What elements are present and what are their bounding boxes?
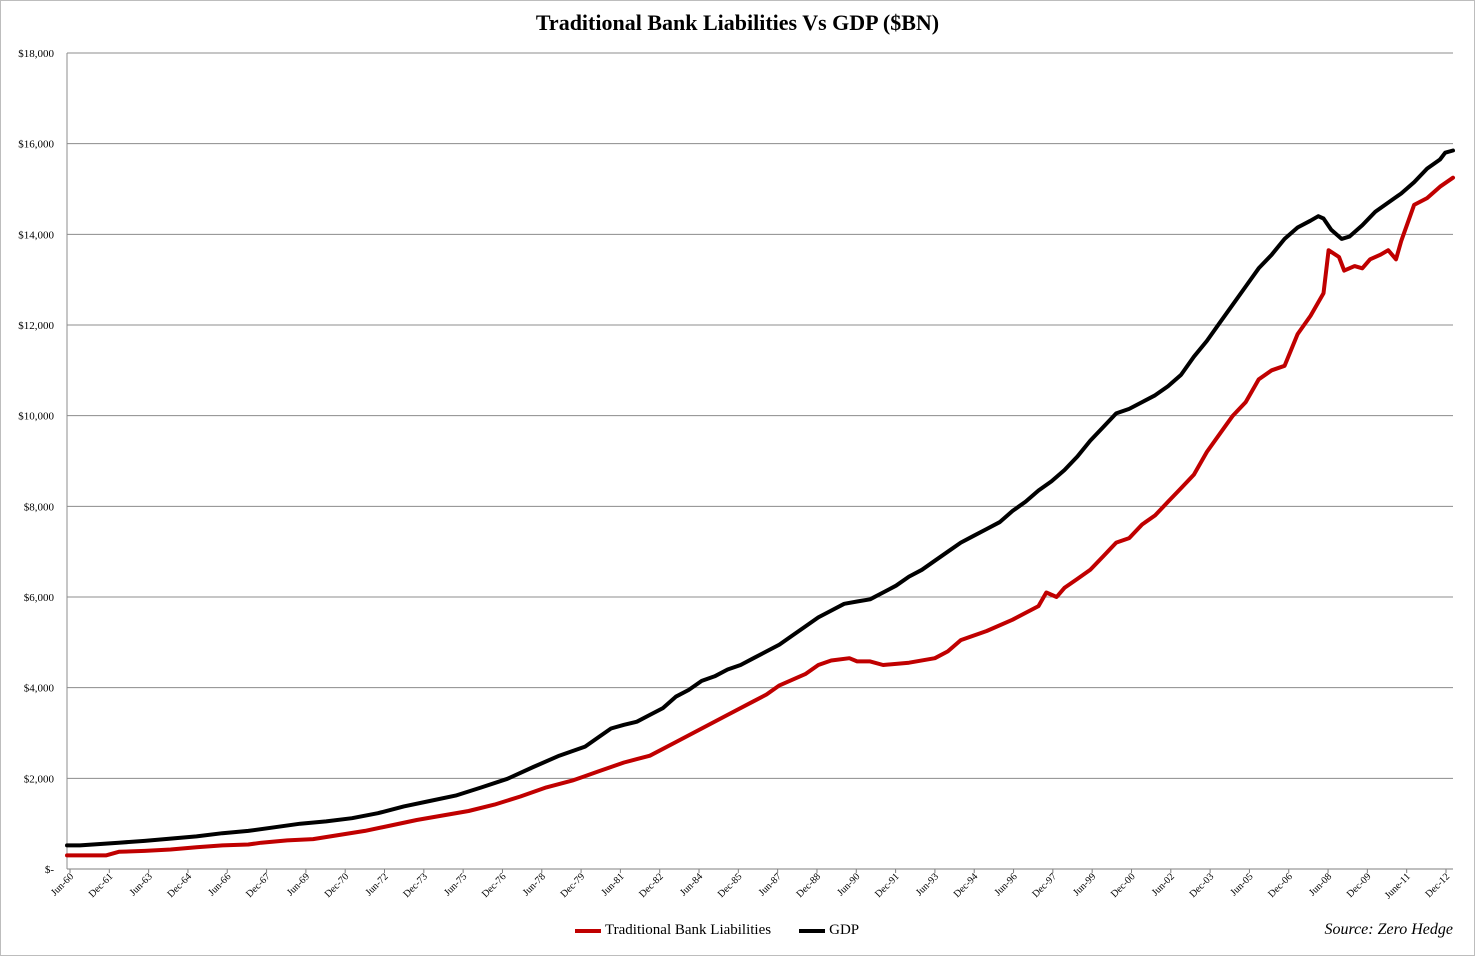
y-tick-label: $16,000 xyxy=(18,139,54,151)
x-tick-label: Jun-93 xyxy=(914,871,941,898)
legend-label-bank-liabilities: Traditional Bank Liabilities xyxy=(605,922,772,938)
x-tick-label: Jun-90 xyxy=(835,871,862,898)
x-tick-label: Jun-84 xyxy=(678,871,705,898)
y-tick-label: $4,000 xyxy=(24,683,55,695)
x-tick-label: Dec-88 xyxy=(794,871,823,900)
y-tick-label: $2,000 xyxy=(24,773,55,785)
y-tick-label: $14,000 xyxy=(18,229,54,241)
series-line-bank-liabilities xyxy=(65,175,1455,858)
x-tick-label: Dec-06 xyxy=(1266,871,1295,900)
x-tick-label: Jun-75 xyxy=(442,871,469,898)
x-tick-label: Dec-61 xyxy=(87,871,116,900)
x-tick-label: Dec-00 xyxy=(1109,871,1138,900)
x-tick-label: June-11 xyxy=(1383,871,1413,901)
x-tick-label: Dec-97 xyxy=(1030,871,1059,900)
chart-title: Traditional Bank Liabilities Vs GDP ($BN… xyxy=(535,10,940,35)
x-tick-label: Dec-94 xyxy=(952,871,981,900)
x-tick-label: Jun-08 xyxy=(1307,871,1334,898)
x-tick-label: Dec-91 xyxy=(873,871,902,900)
x-tick-label: Dec-76 xyxy=(480,871,509,900)
x-axis: Jun-60 Dec-61 Jun-63 Dec-64 Jun-66 Dec-67 Jun-… xyxy=(49,869,1452,901)
x-tick-label: Jun-78 xyxy=(521,871,548,898)
y-tick-label: $8,000 xyxy=(24,501,55,513)
x-tick-label: Jun-96 xyxy=(993,871,1020,898)
x-tick-label: Jun-02 xyxy=(1150,871,1177,898)
legend-swatch-black xyxy=(799,928,826,933)
x-tick-label: Jun-99 xyxy=(1071,871,1098,898)
x-tick-label: Jun-63 xyxy=(128,871,155,898)
y-tick-label: $- xyxy=(45,864,55,876)
x-tick-label: Dec-70 xyxy=(323,871,352,900)
y-tick-label: $12,000 xyxy=(18,320,54,332)
y-tick-label: $18,000 xyxy=(18,48,54,60)
series-lines xyxy=(65,148,1455,858)
x-tick-label: Dec-03 xyxy=(1188,871,1217,900)
gridlines xyxy=(66,52,1453,870)
source-note: Source: Zero Hedge xyxy=(1324,921,1453,938)
x-tick-label: Dec-09 xyxy=(1345,871,1374,900)
x-tick-label: Jun-72 xyxy=(364,871,391,898)
x-tick-label: Jun-69 xyxy=(285,871,312,898)
legend-item-gdp: GDP xyxy=(799,922,859,939)
y-axis-ticks: $- $2,000 $4,000 $6,000 $8,000 $10,000 $12,000… xyxy=(18,48,54,876)
x-tick-label: Dec-73 xyxy=(401,871,430,900)
legend-label-gdp: GDP xyxy=(829,922,860,938)
y-tick-label: $6,000 xyxy=(24,592,55,604)
y-tick-label: $10,000 xyxy=(18,411,54,423)
x-tick-label: Dec-67 xyxy=(244,871,273,900)
x-tick-label: Jun-81 xyxy=(599,871,626,898)
x-tick-label: Dec-79 xyxy=(559,871,588,900)
legend-item-bank-liabilities: Traditional Bank Liabilities xyxy=(575,922,771,939)
x-tick-label: Dec-85 xyxy=(716,871,745,900)
x-tick-label: Jun-87 xyxy=(757,871,784,898)
legend-swatch-red xyxy=(575,928,601,933)
x-tick-label: Dec-12 xyxy=(1424,871,1453,900)
series-line-gdp xyxy=(65,148,1455,848)
x-tick-label: Jun-05 xyxy=(1229,871,1256,898)
x-tick-label: Dec-82 xyxy=(637,871,666,900)
legend: Traditional Bank Liabilities GDP xyxy=(575,922,887,939)
x-tick-label: Jun-66 xyxy=(206,871,233,898)
x-tick-label: Dec-64 xyxy=(165,871,194,900)
